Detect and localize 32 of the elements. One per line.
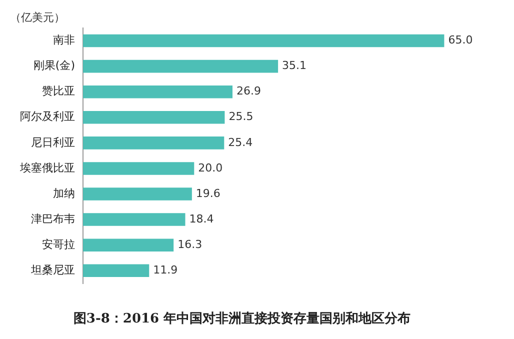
bar	[83, 264, 150, 278]
y-tick-label: 赞比亚	[42, 84, 75, 98]
y-tick-label: 刚果(金)	[33, 59, 75, 72]
bar	[83, 238, 174, 252]
data-label: 18.4	[189, 212, 214, 226]
bar	[83, 162, 194, 175]
y-tick-label: 埃塞俄比亚	[19, 161, 75, 174]
y-tick-label: 阿尔及利亚	[20, 110, 75, 124]
y-tick-label: 津巴布韦	[31, 212, 75, 226]
y-tick-label: 安哥拉	[42, 238, 75, 251]
data-label: 20.0	[198, 161, 223, 174]
data-label: 25.4	[228, 136, 253, 149]
text: （亿美元）	[10, 10, 65, 24]
text: 图3-8：2016 年中国对非洲直接投资存量国别和地区分布	[73, 310, 411, 327]
data-label: 26.9	[236, 84, 261, 98]
bar	[83, 213, 186, 226]
bar	[83, 188, 192, 200]
bar	[83, 111, 225, 124]
y-tick-label: 加纳	[53, 186, 75, 200]
bar	[83, 136, 224, 150]
data-label: 11.9	[153, 263, 178, 276]
bar	[83, 85, 232, 98]
data-label: 19.6	[196, 186, 220, 200]
data-label: 65.0	[448, 34, 473, 47]
y-tick-label: 尼日利亚	[31, 136, 75, 149]
bar	[83, 60, 278, 73]
y-tick-label: 南非	[53, 34, 75, 47]
data-label: 35.1	[282, 59, 307, 72]
data-label: 16.3	[178, 238, 202, 251]
y-tick-label: 坦桑尼亚	[30, 263, 75, 276]
bar	[83, 34, 444, 48]
data-label: 25.5	[228, 110, 254, 124]
